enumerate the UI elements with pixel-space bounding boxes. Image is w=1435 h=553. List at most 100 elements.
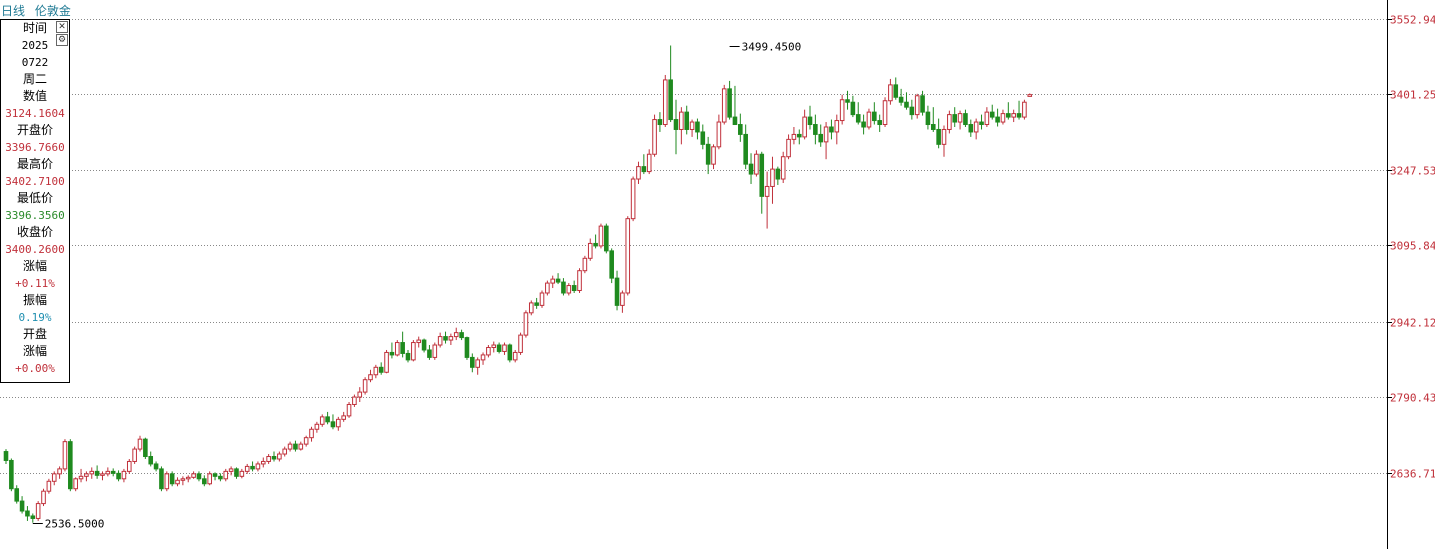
candle[interactable] [732, 85, 738, 126]
candle[interactable] [421, 338, 427, 353]
candle[interactable] [496, 342, 502, 354]
candle[interactable] [389, 342, 395, 359]
candle[interactable] [646, 149, 652, 175]
candle[interactable] [620, 290, 625, 313]
candle[interactable] [679, 107, 684, 145]
candle[interactable] [1006, 102, 1011, 120]
candle[interactable] [336, 416, 341, 431]
candle[interactable] [1011, 109, 1016, 123]
candle[interactable] [346, 402, 352, 418]
candle[interactable] [780, 151, 786, 183]
candle[interactable] [989, 104, 995, 120]
candle[interactable] [593, 234, 598, 249]
candle[interactable] [309, 426, 314, 442]
candle[interactable] [314, 421, 320, 433]
candle[interactable] [143, 437, 148, 459]
candle[interactable] [502, 342, 507, 355]
candle[interactable] [829, 119, 834, 140]
candle[interactable] [427, 345, 432, 360]
candle[interactable] [636, 161, 641, 184]
candle[interactable] [475, 357, 480, 375]
candle[interactable] [57, 466, 62, 479]
candle[interactable] [888, 78, 893, 105]
candle[interactable] [148, 451, 154, 467]
candle[interactable] [35, 501, 41, 521]
candle[interactable] [137, 435, 143, 452]
candle[interactable] [196, 471, 202, 482]
instrument-name[interactable]: 伦敦金 [34, 4, 71, 18]
candle[interactable] [100, 471, 105, 481]
candle[interactable] [528, 300, 534, 316]
candle[interactable] [116, 470, 121, 482]
candle[interactable] [764, 171, 770, 229]
candle[interactable] [384, 349, 389, 374]
candle[interactable] [266, 454, 271, 464]
candle[interactable] [175, 477, 180, 487]
candle[interactable] [705, 136, 711, 175]
candle[interactable] [19, 496, 25, 514]
candle[interactable] [394, 340, 400, 357]
candle[interactable] [577, 268, 582, 293]
candle[interactable] [743, 124, 748, 170]
candle[interactable] [609, 248, 614, 284]
candle[interactable] [153, 461, 159, 472]
candle[interactable] [159, 466, 164, 492]
candle[interactable] [759, 151, 765, 214]
candle[interactable] [218, 473, 223, 482]
candle[interactable] [453, 327, 459, 341]
candle[interactable] [614, 270, 620, 311]
candle[interactable] [920, 90, 925, 116]
candle[interactable] [721, 84, 727, 125]
candle[interactable] [126, 458, 132, 474]
candle[interactable] [952, 107, 958, 127]
candle[interactable] [748, 153, 754, 184]
candle[interactable] [293, 440, 298, 452]
candle[interactable] [1016, 100, 1022, 120]
candle[interactable] [941, 125, 947, 157]
candle[interactable] [550, 275, 556, 289]
candle[interactable] [813, 114, 818, 145]
candle[interactable] [630, 176, 636, 222]
candle[interactable] [3, 449, 9, 464]
candle[interactable] [770, 156, 775, 204]
candle[interactable] [287, 441, 293, 452]
candle[interactable] [298, 441, 304, 451]
candle[interactable] [807, 105, 813, 130]
candle[interactable] [850, 95, 856, 118]
candle[interactable] [689, 119, 695, 137]
candle[interactable] [545, 280, 550, 296]
candle[interactable] [330, 414, 336, 430]
candle[interactable] [738, 113, 743, 142]
candle[interactable] [855, 102, 861, 125]
candle[interactable] [212, 472, 218, 481]
candle[interactable] [984, 107, 990, 127]
candle[interactable] [539, 290, 545, 308]
candle[interactable] [561, 278, 566, 296]
candle[interactable] [947, 110, 952, 134]
candle[interactable] [341, 411, 346, 422]
candle[interactable] [437, 332, 443, 348]
candle[interactable] [668, 45, 673, 123]
candle[interactable] [239, 468, 245, 479]
candle[interactable] [73, 477, 78, 492]
candle[interactable] [518, 332, 523, 355]
candle[interactable] [271, 451, 277, 462]
candle[interactable] [898, 88, 904, 106]
candle[interactable] [995, 108, 1000, 127]
candle[interactable] [405, 349, 411, 363]
candle[interactable] [180, 476, 186, 486]
candle[interactable] [191, 471, 196, 479]
candle[interactable] [662, 74, 668, 127]
candle[interactable] [534, 297, 539, 309]
close-icon[interactable]: ✕ [56, 21, 68, 33]
candle[interactable] [786, 134, 791, 160]
candle[interactable] [202, 475, 207, 487]
candle[interactable] [411, 340, 416, 362]
candle[interactable] [89, 467, 95, 479]
candle[interactable] [400, 331, 405, 358]
candle[interactable] [555, 273, 561, 285]
candle[interactable] [319, 414, 325, 427]
candle[interactable] [62, 439, 68, 472]
